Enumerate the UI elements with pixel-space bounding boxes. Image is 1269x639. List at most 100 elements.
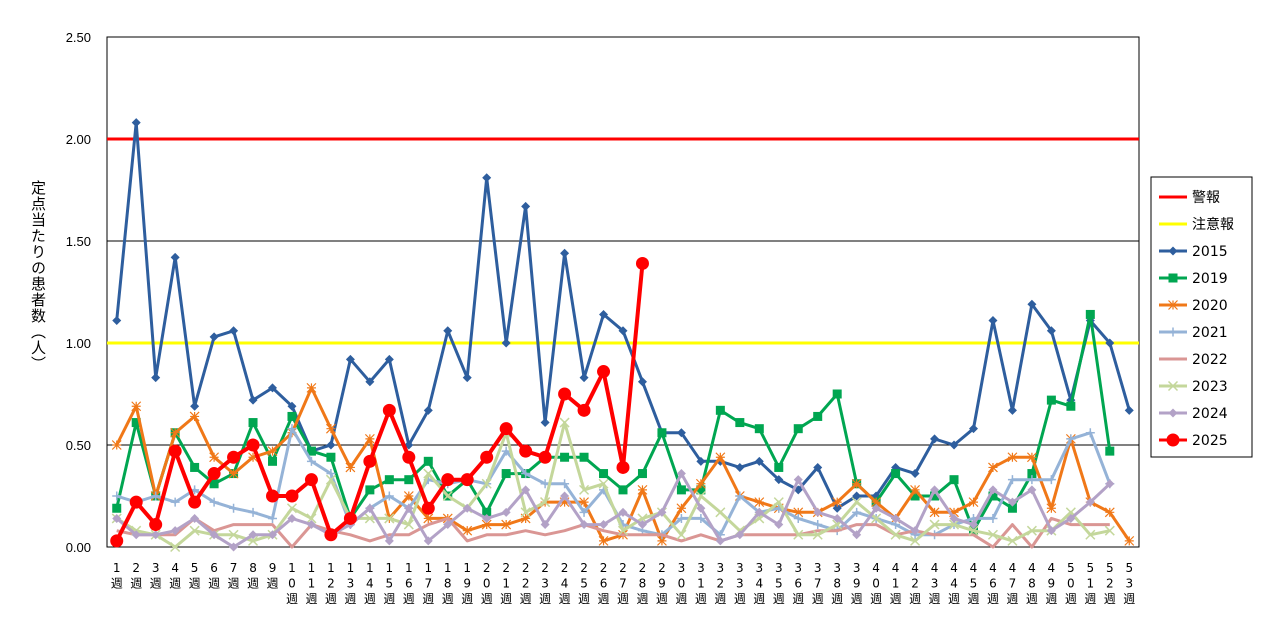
- data-point: [1124, 535, 1135, 546]
- data-point: [735, 462, 745, 472]
- legend-label: 2025: [1192, 433, 1228, 449]
- data-point: [345, 462, 356, 473]
- data-point: [384, 491, 394, 501]
- legend-label: 2020: [1192, 298, 1228, 314]
- data-point: [365, 503, 375, 513]
- data-point: [657, 535, 667, 546]
- data-point: [949, 440, 959, 450]
- data-point: [988, 462, 998, 473]
- data-point: [930, 491, 940, 501]
- legend-label: 2021: [1192, 325, 1228, 341]
- data-point: [560, 248, 570, 258]
- data-point: [812, 529, 823, 540]
- data-point: [267, 446, 278, 457]
- data-point: [1066, 513, 1076, 523]
- data-point: [637, 484, 648, 495]
- data-point: [560, 479, 570, 489]
- data-point: [1168, 408, 1178, 418]
- legend-item: 2021: [1159, 325, 1228, 341]
- data-point: [285, 489, 299, 503]
- data-point: [851, 478, 862, 489]
- data-point: [676, 529, 687, 540]
- data-point: [891, 469, 901, 479]
- data-point: [1168, 327, 1178, 337]
- data-point: [404, 503, 414, 513]
- data-point: [1105, 446, 1115, 456]
- data-point: [558, 387, 572, 401]
- data-point: [190, 513, 200, 523]
- data-point: [617, 525, 629, 536]
- data-point: [482, 173, 492, 183]
- data-point: [1027, 485, 1037, 495]
- data-point: [616, 460, 630, 474]
- y-tick-label: 1.50: [66, 234, 91, 249]
- data-point: [754, 507, 764, 517]
- legend-item: 2020: [1159, 298, 1228, 314]
- data-point: [1007, 452, 1018, 463]
- data-point: [442, 490, 453, 502]
- data-point: [168, 444, 182, 458]
- data-point: [579, 373, 589, 383]
- data-point: [1085, 428, 1095, 438]
- data-point: [1168, 300, 1178, 310]
- data-point: [423, 536, 433, 546]
- data-point: [696, 456, 706, 466]
- y-tick-label: 0.00: [66, 540, 91, 555]
- data-point: [209, 452, 220, 463]
- data-point: [403, 519, 414, 530]
- data-point: [560, 491, 570, 501]
- series-2022: [116, 516, 1110, 549]
- data-point: [538, 450, 552, 464]
- data-point: [189, 411, 200, 422]
- data-point: [462, 525, 473, 536]
- data-point: [852, 491, 862, 501]
- data-point: [421, 501, 435, 515]
- data-point: [754, 424, 764, 434]
- data-point: [695, 478, 706, 489]
- data-point: [111, 440, 122, 450]
- data-point: [1007, 497, 1017, 507]
- data-point: [363, 454, 377, 468]
- data-point: [520, 507, 531, 518]
- data-point: [209, 497, 219, 507]
- data-point: [1007, 475, 1017, 485]
- data-point: [793, 513, 803, 523]
- data-point: [443, 326, 453, 336]
- data-point: [287, 424, 297, 434]
- data-point: [910, 491, 920, 501]
- legend-item: 2023: [1159, 379, 1228, 395]
- data-point: [228, 529, 239, 540]
- data-point: [871, 497, 882, 508]
- data-point: [635, 256, 649, 270]
- data-point: [286, 503, 298, 514]
- data-point: [793, 475, 803, 485]
- legend-item: 注意報: [1159, 216, 1234, 233]
- data-point: [1124, 405, 1134, 415]
- data-point: [382, 403, 396, 417]
- data-point: [1046, 503, 1057, 514]
- data-point: [754, 497, 765, 508]
- data-point: [287, 513, 297, 523]
- data-point: [813, 462, 823, 472]
- data-point: [229, 503, 239, 513]
- data-point: [423, 405, 433, 415]
- data-point: [149, 518, 163, 532]
- data-point: [852, 530, 862, 540]
- data-point: [1046, 475, 1056, 485]
- data-point: [1167, 380, 1179, 392]
- data-point: [618, 326, 628, 336]
